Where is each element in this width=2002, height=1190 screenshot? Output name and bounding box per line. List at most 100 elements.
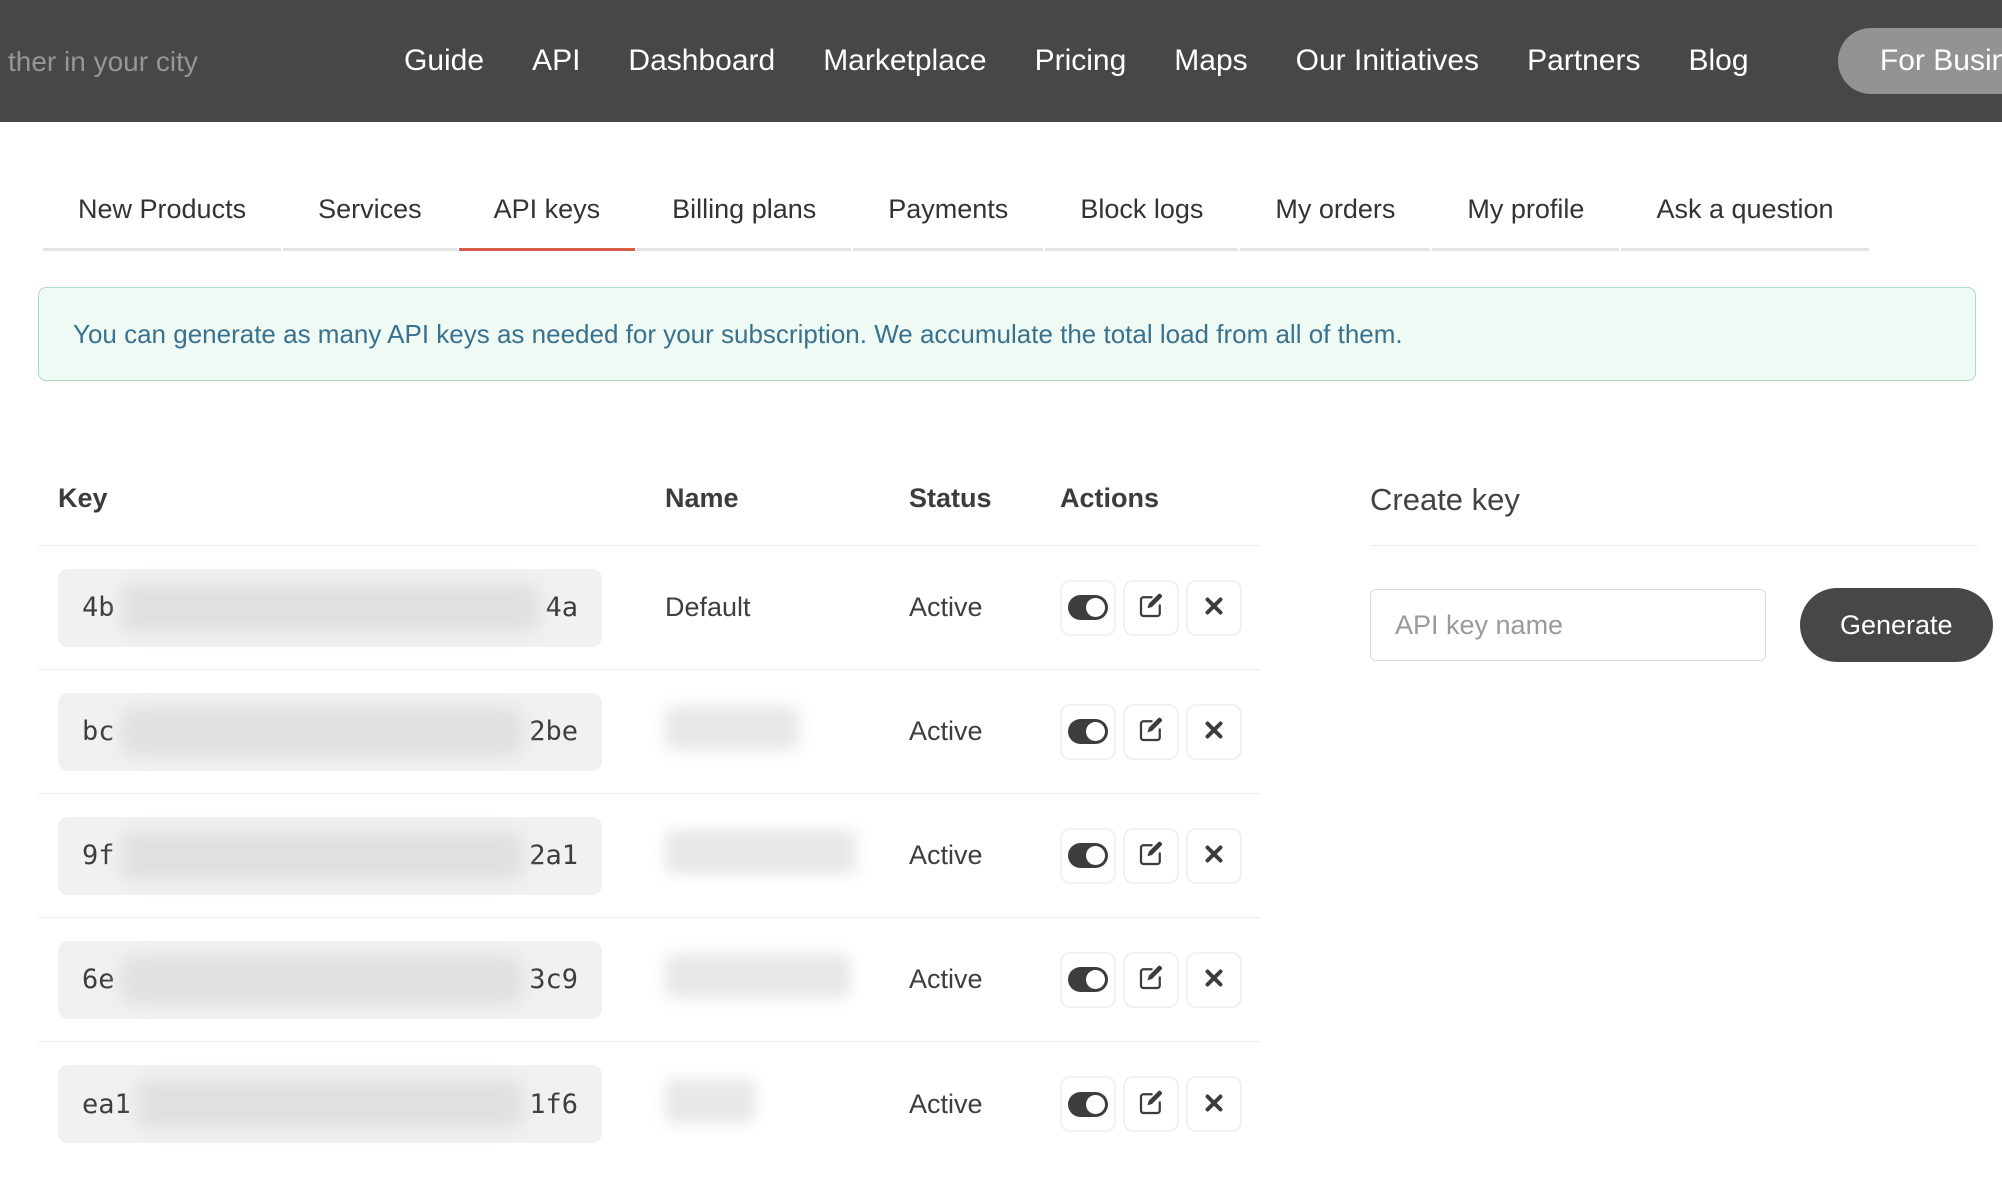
create-key-title: Create key — [1370, 481, 1978, 546]
tab-block-logs[interactable]: Block logs — [1045, 192, 1239, 251]
tab-api-keys[interactable]: API keys — [458, 192, 636, 251]
table-row: 9f 2a1 Active — [38, 794, 1260, 918]
column-header-actions: Actions — [1060, 483, 1160, 513]
toggle-on-icon — [1068, 843, 1108, 868]
table-row: 4b 4a Default Active — [38, 546, 1260, 670]
delete-key-button[interactable] — [1186, 1076, 1242, 1132]
key-prefix: ea1 — [82, 1088, 131, 1120]
column-header-name: Name — [665, 483, 739, 513]
api-key-value: ea1 1f6 — [58, 1065, 602, 1143]
edit-key-button[interactable] — [1123, 951, 1179, 1008]
delete-key-button[interactable] — [1186, 951, 1242, 1008]
edit-key-button[interactable] — [1123, 579, 1179, 636]
status-label: Active — [909, 840, 983, 870]
toggle-key-button[interactable] — [1060, 827, 1116, 884]
main-content: Key Name Status Actions 4b 4a Default Ac… — [38, 481, 2002, 1166]
nav-item-pricing[interactable]: Pricing — [1034, 44, 1127, 77]
redacted-name-blur — [665, 830, 856, 874]
nav-item-partners[interactable]: Partners — [1527, 44, 1641, 77]
info-banner-text: You can generate as many API keys as nee… — [73, 318, 1403, 349]
redacted-key-blur — [120, 831, 524, 880]
key-prefix: 6e — [82, 964, 115, 995]
key-name-redacted — [665, 954, 909, 1005]
edit-key-button[interactable] — [1123, 1076, 1179, 1132]
key-suffix: 2a1 — [529, 840, 578, 871]
key-cell: 6e 3c9 — [38, 940, 665, 1019]
api-key-name-input[interactable] — [1370, 589, 1766, 661]
key-prefix: bc — [82, 716, 115, 747]
redacted-key-blur — [136, 1080, 524, 1128]
nav-item-api[interactable]: API — [532, 44, 581, 77]
key-cell: 4b 4a — [38, 568, 665, 647]
top-navbar: ther in your city Guide API Dashboard Ma… — [0, 0, 2002, 122]
nav-item-blog[interactable]: Blog — [1688, 44, 1749, 77]
tab-new-products[interactable]: New Products — [43, 192, 282, 251]
key-name-redacted — [665, 830, 909, 881]
tab-billing-plans[interactable]: Billing plans — [637, 192, 852, 251]
toggle-on-icon — [1068, 1091, 1108, 1117]
redacted-name-blur — [665, 1078, 755, 1123]
tab-services[interactable]: Services — [283, 192, 457, 251]
city-search-input[interactable]: ther in your city — [8, 46, 198, 77]
table-row: 6e 3c9 Active — [38, 918, 1260, 1042]
toggle-key-button[interactable] — [1060, 951, 1116, 1008]
tab-my-orders[interactable]: My orders — [1240, 192, 1431, 251]
row-actions — [1060, 703, 1260, 760]
key-name: Default — [665, 592, 751, 622]
key-cell: bc 2be — [38, 692, 665, 771]
edit-key-button[interactable] — [1123, 827, 1179, 884]
close-icon — [1201, 841, 1227, 870]
close-icon — [1201, 593, 1227, 622]
row-actions — [1060, 579, 1260, 636]
edit-icon — [1136, 591, 1166, 624]
toggle-on-icon — [1068, 967, 1108, 992]
redacted-name-blur — [665, 954, 850, 998]
api-keys-table: Key Name Status Actions 4b 4a Default Ac… — [38, 481, 1260, 1166]
toggle-key-button[interactable] — [1060, 703, 1116, 760]
tab-ask-a-question[interactable]: Ask a question — [1621, 192, 1869, 251]
info-banner: You can generate as many API keys as nee… — [38, 287, 1976, 381]
key-name-redacted — [665, 706, 909, 757]
nav-item-dashboard[interactable]: Dashboard — [628, 44, 776, 77]
redacted-key-blur — [120, 955, 524, 1004]
delete-key-button[interactable] — [1186, 579, 1242, 636]
row-actions — [1060, 827, 1260, 884]
status-label: Active — [909, 716, 983, 746]
redacted-key-blur — [120, 707, 524, 756]
nav-item-maps[interactable]: Maps — [1174, 44, 1248, 77]
column-header-status: Status — [909, 483, 992, 513]
nav-item-our-initiatives[interactable]: Our Initiatives — [1295, 44, 1480, 77]
redacted-key-blur — [120, 583, 540, 632]
nav-item-marketplace[interactable]: Marketplace — [823, 44, 987, 77]
toggle-key-button[interactable] — [1060, 1076, 1116, 1132]
delete-key-button[interactable] — [1186, 703, 1242, 760]
create-key-panel: Create key Generate — [1370, 481, 1993, 1166]
for-business-button[interactable]: For Business — [1837, 28, 2002, 94]
delete-key-button[interactable] — [1186, 827, 1242, 884]
generate-button[interactable]: Generate — [1800, 588, 1993, 662]
edit-icon — [1136, 839, 1166, 872]
tab-my-profile[interactable]: My profile — [1432, 192, 1620, 251]
key-cell: 9f 2a1 — [38, 816, 665, 895]
key-suffix: 1f6 — [529, 1088, 578, 1120]
edit-icon — [1136, 963, 1166, 996]
toggle-on-icon — [1068, 719, 1108, 744]
table-row: bc 2be Active — [38, 670, 1260, 794]
table-row: ea1 1f6 Active — [38, 1042, 1260, 1166]
tab-payments[interactable]: Payments — [853, 192, 1044, 251]
api-key-value: 9f 2a1 — [58, 816, 602, 895]
redacted-name-blur — [665, 706, 799, 750]
toggle-key-button[interactable] — [1060, 579, 1116, 636]
key-suffix: 3c9 — [529, 964, 578, 995]
edit-icon — [1136, 1088, 1166, 1121]
edit-key-button[interactable] — [1123, 703, 1179, 760]
key-prefix: 9f — [82, 840, 115, 871]
nav-item-guide[interactable]: Guide — [404, 44, 485, 77]
key-prefix: 4b — [82, 592, 115, 623]
close-icon — [1201, 717, 1227, 746]
row-actions — [1060, 951, 1260, 1008]
close-icon — [1201, 965, 1227, 994]
close-icon — [1201, 1090, 1227, 1119]
status-label: Active — [909, 592, 983, 622]
